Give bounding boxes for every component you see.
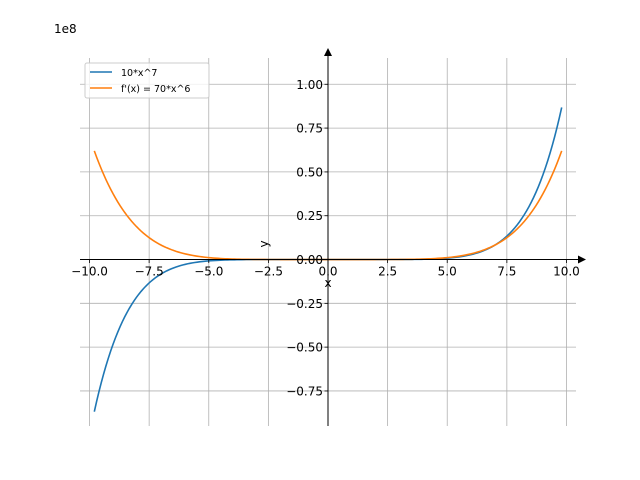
x-tick-label: 0.0 (318, 265, 337, 279)
x-axis-arrow (578, 255, 586, 264)
x-tick-label: 10.0 (553, 265, 580, 279)
x-tick-label: 5.0 (438, 265, 457, 279)
y-tick-label: 0.00 (296, 253, 323, 267)
y-axis-label: y (257, 240, 271, 247)
y-tick-label: −0.75 (286, 384, 323, 398)
x-tick-label: −7.5 (135, 265, 164, 279)
legend: 10*x^7 f'(x) = 70*x^6 (84, 62, 210, 99)
y-tick-label: 0.25 (296, 209, 323, 223)
x-tick-label: 2.5 (378, 265, 397, 279)
axes (80, 48, 586, 426)
y-axis-arrow (324, 48, 332, 56)
y-offset-label: 1e8 (54, 22, 77, 36)
y-tick-label: 1.00 (296, 78, 323, 92)
legend-label-series-1: 10*x^7 (121, 68, 157, 79)
x-tick-label: 7.5 (497, 265, 516, 279)
x-tick-label: −5.0 (194, 265, 223, 279)
y-tick-label: 0.50 (296, 165, 323, 179)
x-tick-label: −10.0 (71, 265, 108, 279)
y-tick-label: 0.75 (296, 122, 323, 136)
legend-frame (84, 62, 210, 99)
y-tick-label: −0.50 (286, 341, 323, 355)
y-tick-label: −0.25 (286, 297, 323, 311)
x-axis-label: x (324, 276, 331, 290)
legend-label-series-2: f'(x) = 70*x^6 (121, 84, 190, 95)
x-tick-label: −2.5 (254, 265, 283, 279)
tick-layer: −10.0 −7.5 −5.0 −2.5 0.0 2.5 5.0 7.5 10.0 −0.75 −0… (71, 78, 580, 399)
